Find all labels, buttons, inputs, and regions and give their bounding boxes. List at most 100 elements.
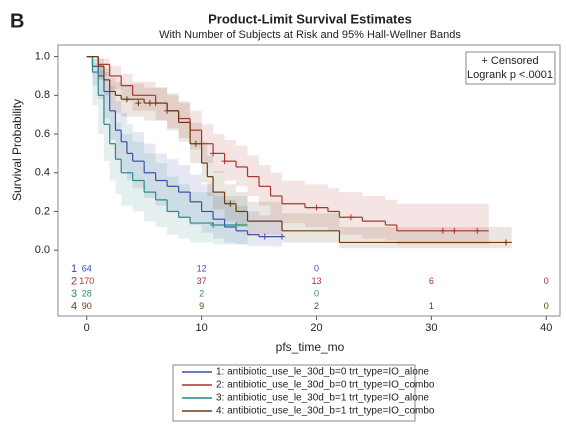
y-tick-label: 0.0: [35, 244, 50, 256]
at-risk-count: 0: [544, 276, 549, 286]
x-axis-label: pfs_time_mo: [276, 340, 345, 354]
confidence-band: [178, 165, 191, 218]
confidence-band: [155, 87, 168, 121]
at-risk-row-label: 3: [71, 288, 77, 300]
confidence-band: [385, 199, 397, 241]
confidence-band: [236, 145, 248, 187]
x-tick-label: 0: [84, 322, 90, 334]
confidence-band: [115, 81, 122, 113]
confidence-band: [201, 141, 208, 183]
confidence-band: [213, 192, 225, 239]
at-risk-count: 0: [314, 263, 319, 273]
chart-subtitle: With Number of Subjects at Risk and 95% …: [159, 29, 461, 41]
legend-label: 2: antibiotic_use_le_30d_b=0 trt_type=IO…: [216, 380, 435, 391]
at-risk-count: 12: [197, 263, 207, 273]
at-risk-count: 28: [82, 289, 92, 299]
panel-label: B: [10, 10, 24, 32]
x-tick-label: 10: [195, 322, 207, 334]
legend-box: [172, 364, 416, 422]
confidence-band: [115, 122, 122, 195]
confidence-band: [144, 153, 156, 222]
confidence-band: [132, 132, 145, 189]
plot-frame: [57, 44, 561, 317]
inset-text: Logrank p <.0001: [467, 69, 553, 81]
confidence-band: [167, 95, 179, 129]
censor-mark: [227, 200, 234, 207]
at-risk-count: 13: [311, 276, 321, 286]
censor-mark: [474, 227, 481, 234]
confidence-band: [126, 124, 133, 181]
at-risk-row-label: 4: [71, 301, 77, 313]
confidence-band: [270, 172, 283, 216]
legend-label: 3: antibiotic_use_le_30d_b=1 trt_type=IO…: [216, 393, 429, 404]
censor-mark: [210, 222, 217, 229]
confidence-band: [92, 58, 99, 106]
confidence-band: [167, 159, 179, 212]
at-risk-row-label: 1: [71, 263, 77, 275]
confidence-band: [282, 180, 305, 224]
legend-label: 1: antibiotic_use_le_30d_b=0 trt_type=IO…: [216, 367, 429, 378]
confidence-band: [98, 64, 104, 100]
confidence-band: [207, 155, 214, 196]
confidence-band: [98, 70, 104, 135]
confidence-band: [190, 174, 202, 226]
confidence-band: [144, 143, 156, 198]
confidence-band: [109, 85, 116, 140]
y-axis-label: Survival Probability: [10, 99, 24, 201]
x-tick-label: 40: [540, 322, 552, 334]
at-risk-count: 9: [199, 301, 204, 311]
censor-mark: [261, 233, 268, 240]
at-risk-count: 170: [79, 276, 94, 286]
confidence-band: [155, 163, 168, 227]
confidence-band: [103, 91, 110, 162]
x-tick-label: 30: [425, 322, 437, 334]
censor-mark: [146, 100, 153, 107]
at-risk-count: 6: [429, 276, 434, 286]
confidence-band: [241, 195, 248, 245]
censor-mark: [210, 150, 217, 157]
confidence-band: [109, 108, 116, 181]
confidence-band: [396, 203, 489, 245]
confidence-band: [121, 83, 145, 117]
confidence-band: [247, 201, 283, 235]
censor-mark: [279, 233, 286, 240]
censor-mark: [313, 204, 320, 211]
confidence-band: [103, 68, 110, 96]
confidence-band: [98, 58, 104, 80]
censor-mark: [439, 227, 446, 234]
censor-mark: [451, 227, 458, 234]
at-risk-count: 0: [314, 289, 319, 299]
confidence-band: [247, 155, 260, 196]
at-risk-count: 2: [314, 301, 319, 311]
confidence-band: [155, 153, 168, 206]
y-tick-label: 1.0: [35, 51, 50, 63]
y-tick-label: 0.4: [35, 167, 50, 179]
inset-text: + Censored: [481, 55, 538, 67]
y-tick-label: 0.2: [35, 205, 50, 217]
confidence-band: [109, 66, 122, 90]
confidence-band: [109, 77, 116, 109]
censor-mark: [192, 140, 199, 147]
at-risk-count: 2: [199, 289, 204, 299]
at-risk-count: 90: [82, 301, 92, 311]
confidence-band: [327, 188, 340, 231]
x-tick-label: 20: [310, 322, 322, 334]
confidence-band: [167, 176, 179, 235]
confidence-band: [213, 195, 225, 245]
confidence-band: [339, 192, 363, 235]
censor-mark: [347, 214, 354, 221]
at-risk-count: 37: [197, 276, 207, 286]
censor-mark: [233, 222, 240, 229]
censor-mark: [123, 96, 130, 103]
censor-mark: [221, 158, 228, 165]
chart-title: Product-Limit Survival Estimates: [208, 11, 412, 26]
at-risk-count: 0: [544, 301, 549, 311]
confidence-band: [224, 199, 237, 243]
confidence-band: [201, 184, 214, 233]
confidence-band: [213, 170, 225, 210]
confidence-band: [178, 184, 191, 239]
confidence-band: [190, 192, 214, 243]
confidence-band: [178, 101, 191, 138]
at-risk-count: 64: [82, 263, 92, 273]
